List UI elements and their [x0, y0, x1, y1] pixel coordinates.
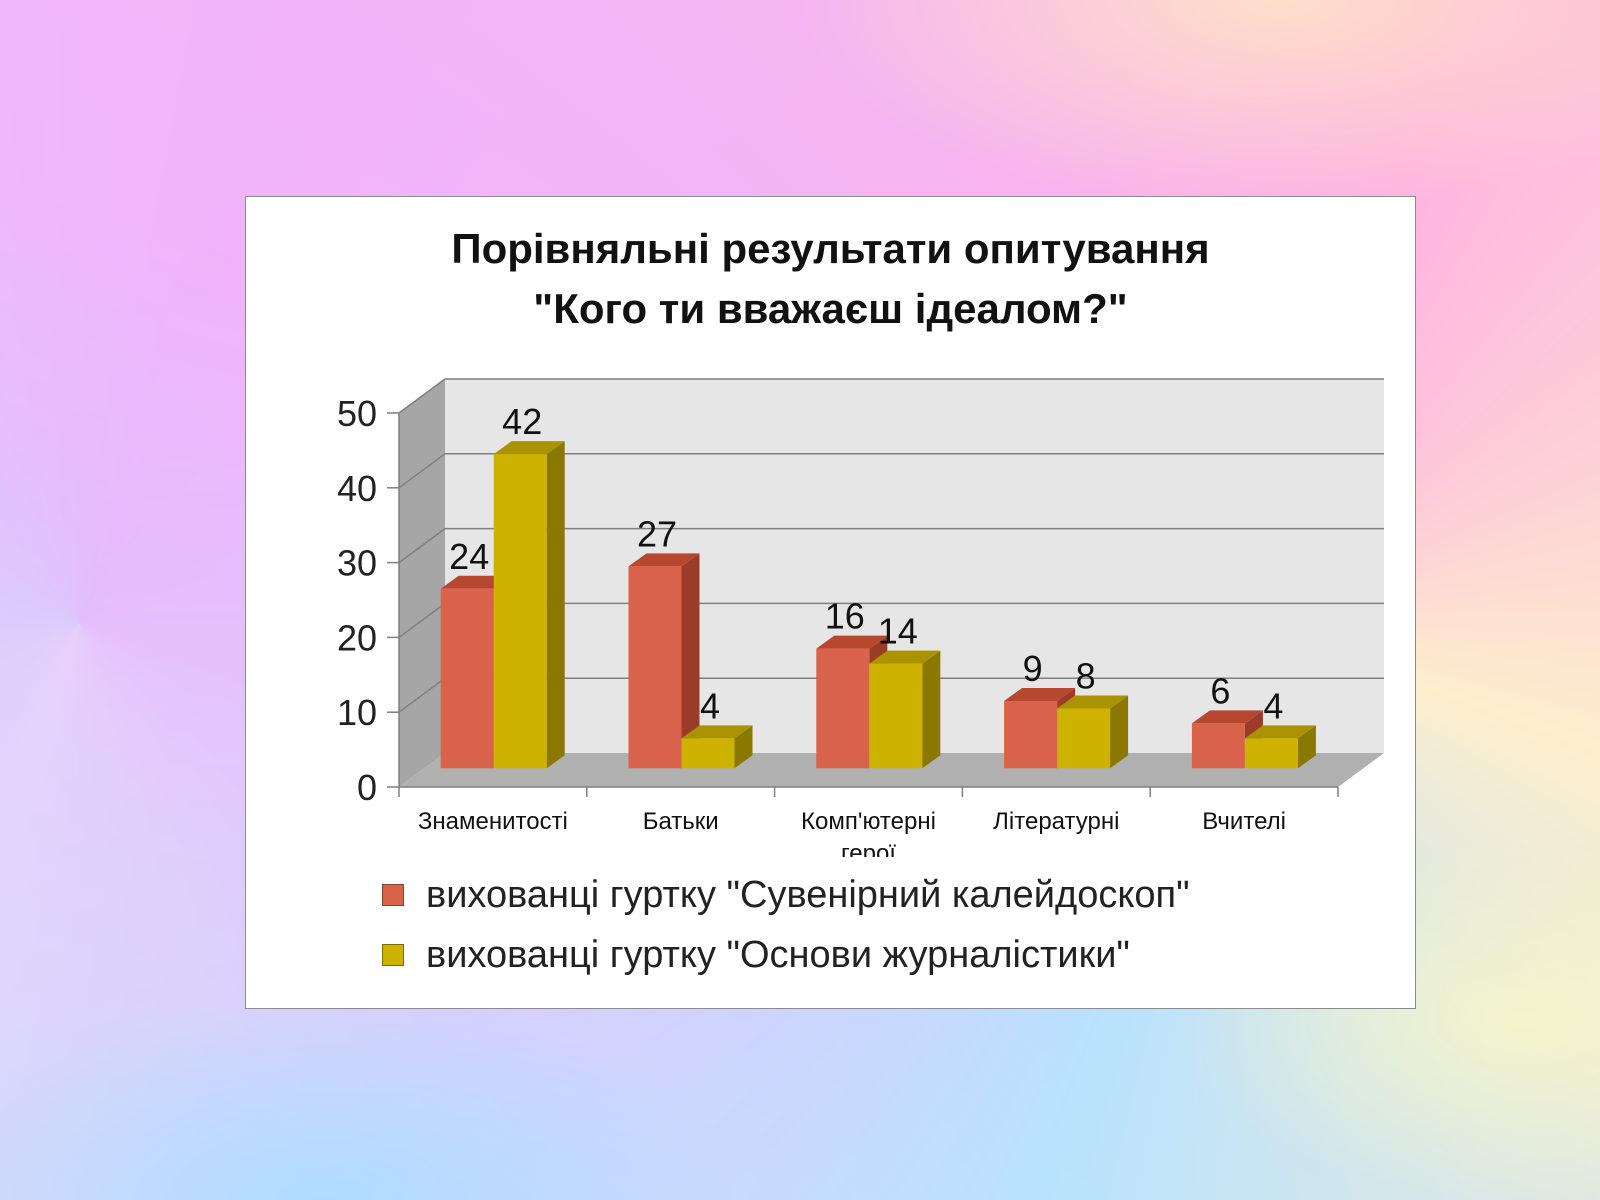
bar-top [1004, 687, 1076, 701]
bar [493, 454, 547, 769]
x-tick-label: Літературні [993, 808, 1119, 835]
y-tick-label: 0 [357, 767, 377, 808]
legend-label-series-2: вихованці гуртку "Основи журналістики" [426, 933, 1130, 976]
bar-top [628, 553, 700, 567]
gridline-side [398, 677, 446, 713]
chart-panel: Порівняльні результати опитування "Кого … [245, 196, 1416, 1009]
bar-side [681, 553, 700, 769]
bar [1191, 723, 1245, 769]
legend-item-series-2: вихованці гуртку "Основи журналістики" [382, 925, 1190, 985]
data-label: 14 [878, 611, 918, 652]
legend-label-series-1: вихованці гуртку "Сувенірний калейдоскоп… [426, 873, 1190, 916]
y-tick-label: 20 [337, 617, 377, 658]
bar-top [493, 441, 565, 455]
data-label: 16 [825, 596, 865, 637]
bar-top [869, 650, 941, 664]
bar-side [734, 725, 753, 769]
bar [1057, 708, 1111, 769]
legend-swatch-series-2 [382, 944, 404, 966]
bar-side [1110, 695, 1129, 769]
data-label: 24 [449, 536, 489, 577]
data-label: 42 [502, 401, 542, 442]
gridline-side [398, 527, 446, 564]
chart-title-line-2: "Кого ти вважаєш ідеалом?" [533, 285, 1128, 332]
x-tick-label: Батьки [643, 808, 719, 835]
x-tick-label: герої [841, 840, 896, 857]
bar [440, 588, 494, 769]
bar [1244, 738, 1298, 769]
bar [1004, 700, 1058, 769]
data-label: 6 [1210, 670, 1230, 711]
y-tick-label: 50 [337, 393, 377, 434]
x-tick-label: Комп'ютерні [801, 808, 936, 835]
bar-side [1297, 725, 1316, 769]
bar-top [1244, 725, 1316, 739]
bar [628, 566, 682, 769]
chart-title: Порівняльні результати опитування "Кого … [246, 219, 1415, 339]
y-tick-label: 10 [337, 692, 377, 733]
data-label: 4 [1263, 685, 1283, 726]
bar-top [1057, 695, 1129, 709]
data-label: 9 [1023, 648, 1043, 689]
bar-chart-3d: 0 10 20 30 40 50 24 42 Знаменитості 27 4 Батьки 16 14… [337, 378, 1384, 857]
gridline-side [398, 453, 446, 489]
bar [681, 738, 735, 769]
chart-title-line-1: Порівняльні результати опитування [451, 225, 1210, 272]
bar [869, 663, 923, 769]
gridline-side [398, 378, 446, 414]
bar-top [816, 635, 888, 649]
bar-top [1191, 710, 1263, 724]
x-tick-label: Знаменитості [418, 808, 568, 835]
data-label: 8 [1076, 655, 1096, 696]
legend-item-series-1: вихованці гуртку "Сувенірний калейдоскоп… [382, 865, 1190, 925]
legend-swatch-series-1 [382, 884, 404, 906]
y-tick-label: 30 [337, 543, 377, 584]
bar [816, 648, 870, 769]
bar-top [681, 725, 753, 739]
y-tick-label: 40 [337, 468, 377, 509]
bar-side [546, 441, 565, 769]
gridline-side [398, 602, 446, 639]
chart-legend: вихованці гуртку "Сувенірний калейдоскоп… [382, 865, 1190, 985]
x-tick-label: Вчителі [1202, 808, 1286, 835]
bar-side [922, 650, 941, 769]
data-label: 27 [637, 513, 677, 554]
data-label: 4 [700, 685, 720, 726]
chart-side-wall [399, 379, 445, 787]
